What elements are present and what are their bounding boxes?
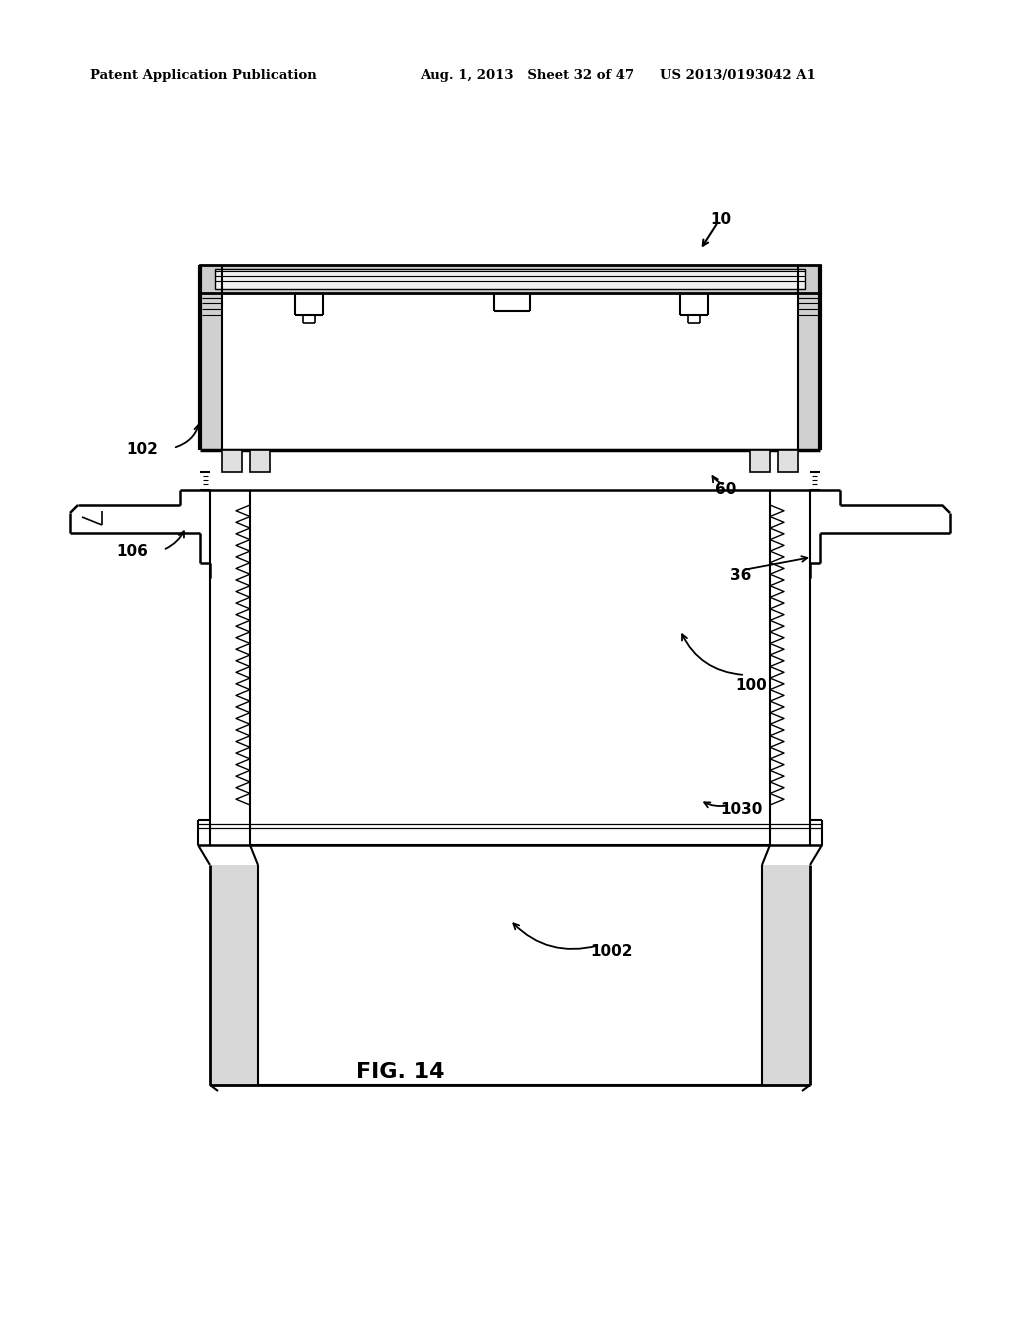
Text: Aug. 1, 2013   Sheet 32 of 47: Aug. 1, 2013 Sheet 32 of 47 <box>420 69 634 82</box>
Bar <box>250 450 270 473</box>
Polygon shape <box>798 265 820 450</box>
Text: 1002: 1002 <box>590 945 633 960</box>
Bar <box>222 450 242 473</box>
Text: FIG. 14: FIG. 14 <box>355 1063 444 1082</box>
Text: 36: 36 <box>730 568 752 582</box>
Bar <box>750 450 770 473</box>
Text: 102: 102 <box>126 442 158 458</box>
Polygon shape <box>215 269 805 289</box>
Text: 106: 106 <box>116 544 148 560</box>
Text: 100: 100 <box>735 677 767 693</box>
Text: 1030: 1030 <box>720 803 763 817</box>
Polygon shape <box>200 265 820 293</box>
Polygon shape <box>200 265 222 450</box>
Polygon shape <box>224 294 796 447</box>
Polygon shape <box>250 495 770 820</box>
Text: 10: 10 <box>710 213 731 227</box>
Text: US 2013/0193042 A1: US 2013/0193042 A1 <box>660 69 816 82</box>
Bar <box>778 450 798 473</box>
Polygon shape <box>210 865 258 1085</box>
Text: 60: 60 <box>715 483 736 498</box>
Text: Patent Application Publication: Patent Application Publication <box>90 69 316 82</box>
Polygon shape <box>258 865 762 1085</box>
Polygon shape <box>762 865 810 1085</box>
